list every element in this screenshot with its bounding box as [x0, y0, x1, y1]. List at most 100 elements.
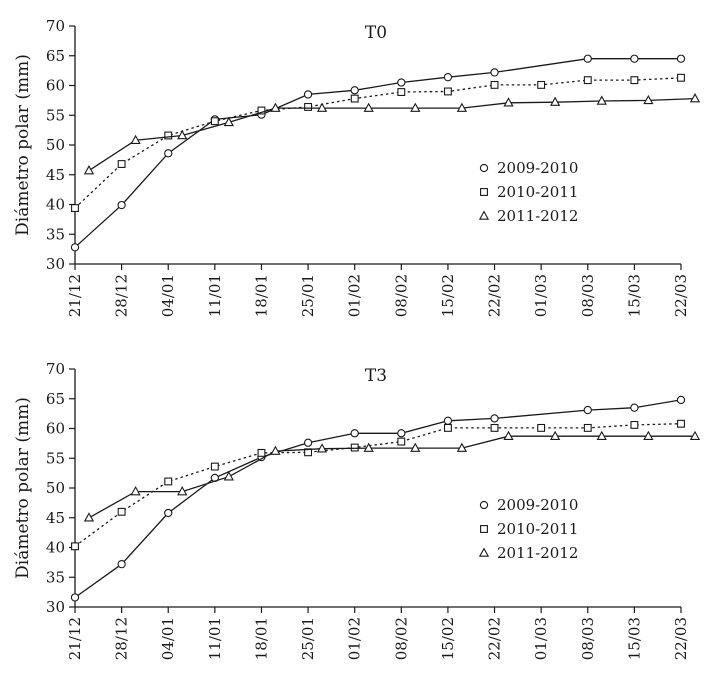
data-point-square [210, 117, 219, 126]
data-point-square [583, 423, 592, 432]
data-point-circle [397, 78, 406, 87]
series-line [74, 77, 682, 209]
x-tick-label: 18/01 [252, 617, 270, 660]
x-tick-label: 22/03 [672, 274, 690, 317]
x-tick-label: 01/03 [532, 274, 550, 317]
series-2009-2010 [70, 395, 686, 602]
data-point-triangle [689, 93, 701, 103]
x-tick-label: 21/12 [66, 274, 84, 317]
series-line [74, 423, 682, 547]
chart-panel-t0: 30 35 40 45 50 55 60 65 70 21/12 28/12 04/01 11/01 18… [13, 17, 701, 317]
data-point-triangle [270, 102, 281, 112]
data-point-circle [70, 593, 80, 602]
data-point-square [350, 94, 359, 103]
legend-label: 2009-2010 [497, 159, 578, 177]
data-point-circle [630, 54, 639, 63]
data-point-circle [676, 395, 686, 405]
data-point-square [397, 437, 406, 446]
data-point-circle [443, 416, 453, 425]
data-point-square [583, 76, 592, 85]
series-line [88, 435, 695, 519]
x-tick-label: 08/03 [579, 274, 597, 317]
y-axis-label: Diámetro polar (mm) [13, 397, 33, 579]
data-point-triangle [177, 486, 188, 496]
data-point-square [210, 462, 219, 471]
y-axis-label: Diámetro polar (mm) [13, 54, 33, 236]
series-2011-2012 [83, 430, 701, 522]
data-point-triangle [83, 512, 95, 522]
chart-title: T3 [365, 366, 387, 386]
y-tick-label: 60 [46, 77, 65, 95]
y-tick-label: 65 [46, 390, 65, 408]
data-point-triangle [689, 430, 701, 440]
data-point-circle [350, 86, 359, 95]
data-point-square [350, 443, 359, 452]
y-tick-label: 45 [46, 166, 65, 184]
series-2010-2011 [71, 419, 685, 551]
x-tick-label: 08/02 [392, 617, 410, 660]
chart-title: T0 [365, 23, 387, 43]
series-2011-2012 [83, 93, 701, 175]
legend-label: 2011-2012 [497, 544, 578, 562]
data-point-triangle [503, 430, 514, 440]
y-tick-label: 70 [46, 360, 65, 378]
data-point-circle [303, 438, 313, 447]
data-point-square [537, 423, 546, 432]
x-tick-label: 01/02 [346, 274, 364, 317]
data-point-triangle [316, 102, 328, 112]
data-point-triangle [83, 165, 95, 175]
x-tick-label: 11/01 [206, 617, 224, 660]
y-tick-label: 45 [46, 509, 65, 527]
data-point-circle [443, 73, 453, 82]
data-point-triangle [223, 116, 234, 127]
data-point-circle [164, 149, 173, 158]
data-point-triangle [410, 102, 421, 112]
data-point-circle [583, 54, 592, 63]
data-point-circle [490, 414, 499, 423]
data-point-circle [164, 508, 173, 518]
x-tick-label: 15/03 [625, 617, 643, 660]
y-tick-label: 55 [46, 106, 65, 124]
data-point-triangle [177, 129, 188, 140]
data-point-circle [583, 405, 592, 415]
data-point-circle [490, 68, 499, 77]
x-tick-label: 28/12 [113, 617, 131, 660]
y-tick-label: 60 [46, 420, 65, 438]
x-tick-label: 25/01 [299, 274, 317, 317]
data-point-square [164, 131, 173, 140]
x-tick-label: 22/02 [486, 274, 504, 317]
data-point-triangle [643, 430, 654, 440]
data-point-triangle [363, 442, 374, 452]
x-tick-label: 04/01 [159, 274, 177, 317]
data-point-square [164, 477, 173, 486]
y-tick-label: 40 [46, 196, 65, 214]
data-point-triangle [596, 430, 607, 440]
data-point-circle [117, 200, 126, 210]
data-point-square [117, 507, 126, 516]
y-tick-label: 35 [46, 225, 65, 243]
x-tick-label: 15/03 [625, 274, 643, 317]
y-tick-label: 50 [46, 136, 65, 154]
data-point-square [490, 423, 499, 432]
x-tick-label: 08/02 [392, 274, 410, 317]
data-point-triangle [550, 430, 561, 440]
data-point-triangle [270, 445, 281, 455]
x-tick-label: 22/03 [672, 617, 690, 660]
legend-marker-square [480, 525, 488, 533]
x-tick-label: 04/01 [159, 617, 177, 660]
data-point-triangle [503, 97, 514, 107]
series-2010-2011 [71, 73, 685, 213]
data-point-triangle [456, 442, 468, 452]
x-tick-label: 22/02 [486, 617, 504, 660]
x-tick-label: 01/03 [532, 617, 550, 660]
data-point-square [117, 160, 126, 168]
series-line [88, 97, 696, 172]
y-tick-label: 30 [46, 598, 65, 616]
x-tick-label: 11/01 [206, 274, 224, 317]
x-tick-label: 28/12 [113, 274, 131, 317]
data-point-triangle [550, 96, 561, 106]
data-point-circle [397, 429, 406, 438]
legend-label: 2011-2012 [497, 207, 578, 225]
x-tick-label: 21/12 [66, 617, 84, 660]
data-point-triangle [130, 134, 141, 144]
